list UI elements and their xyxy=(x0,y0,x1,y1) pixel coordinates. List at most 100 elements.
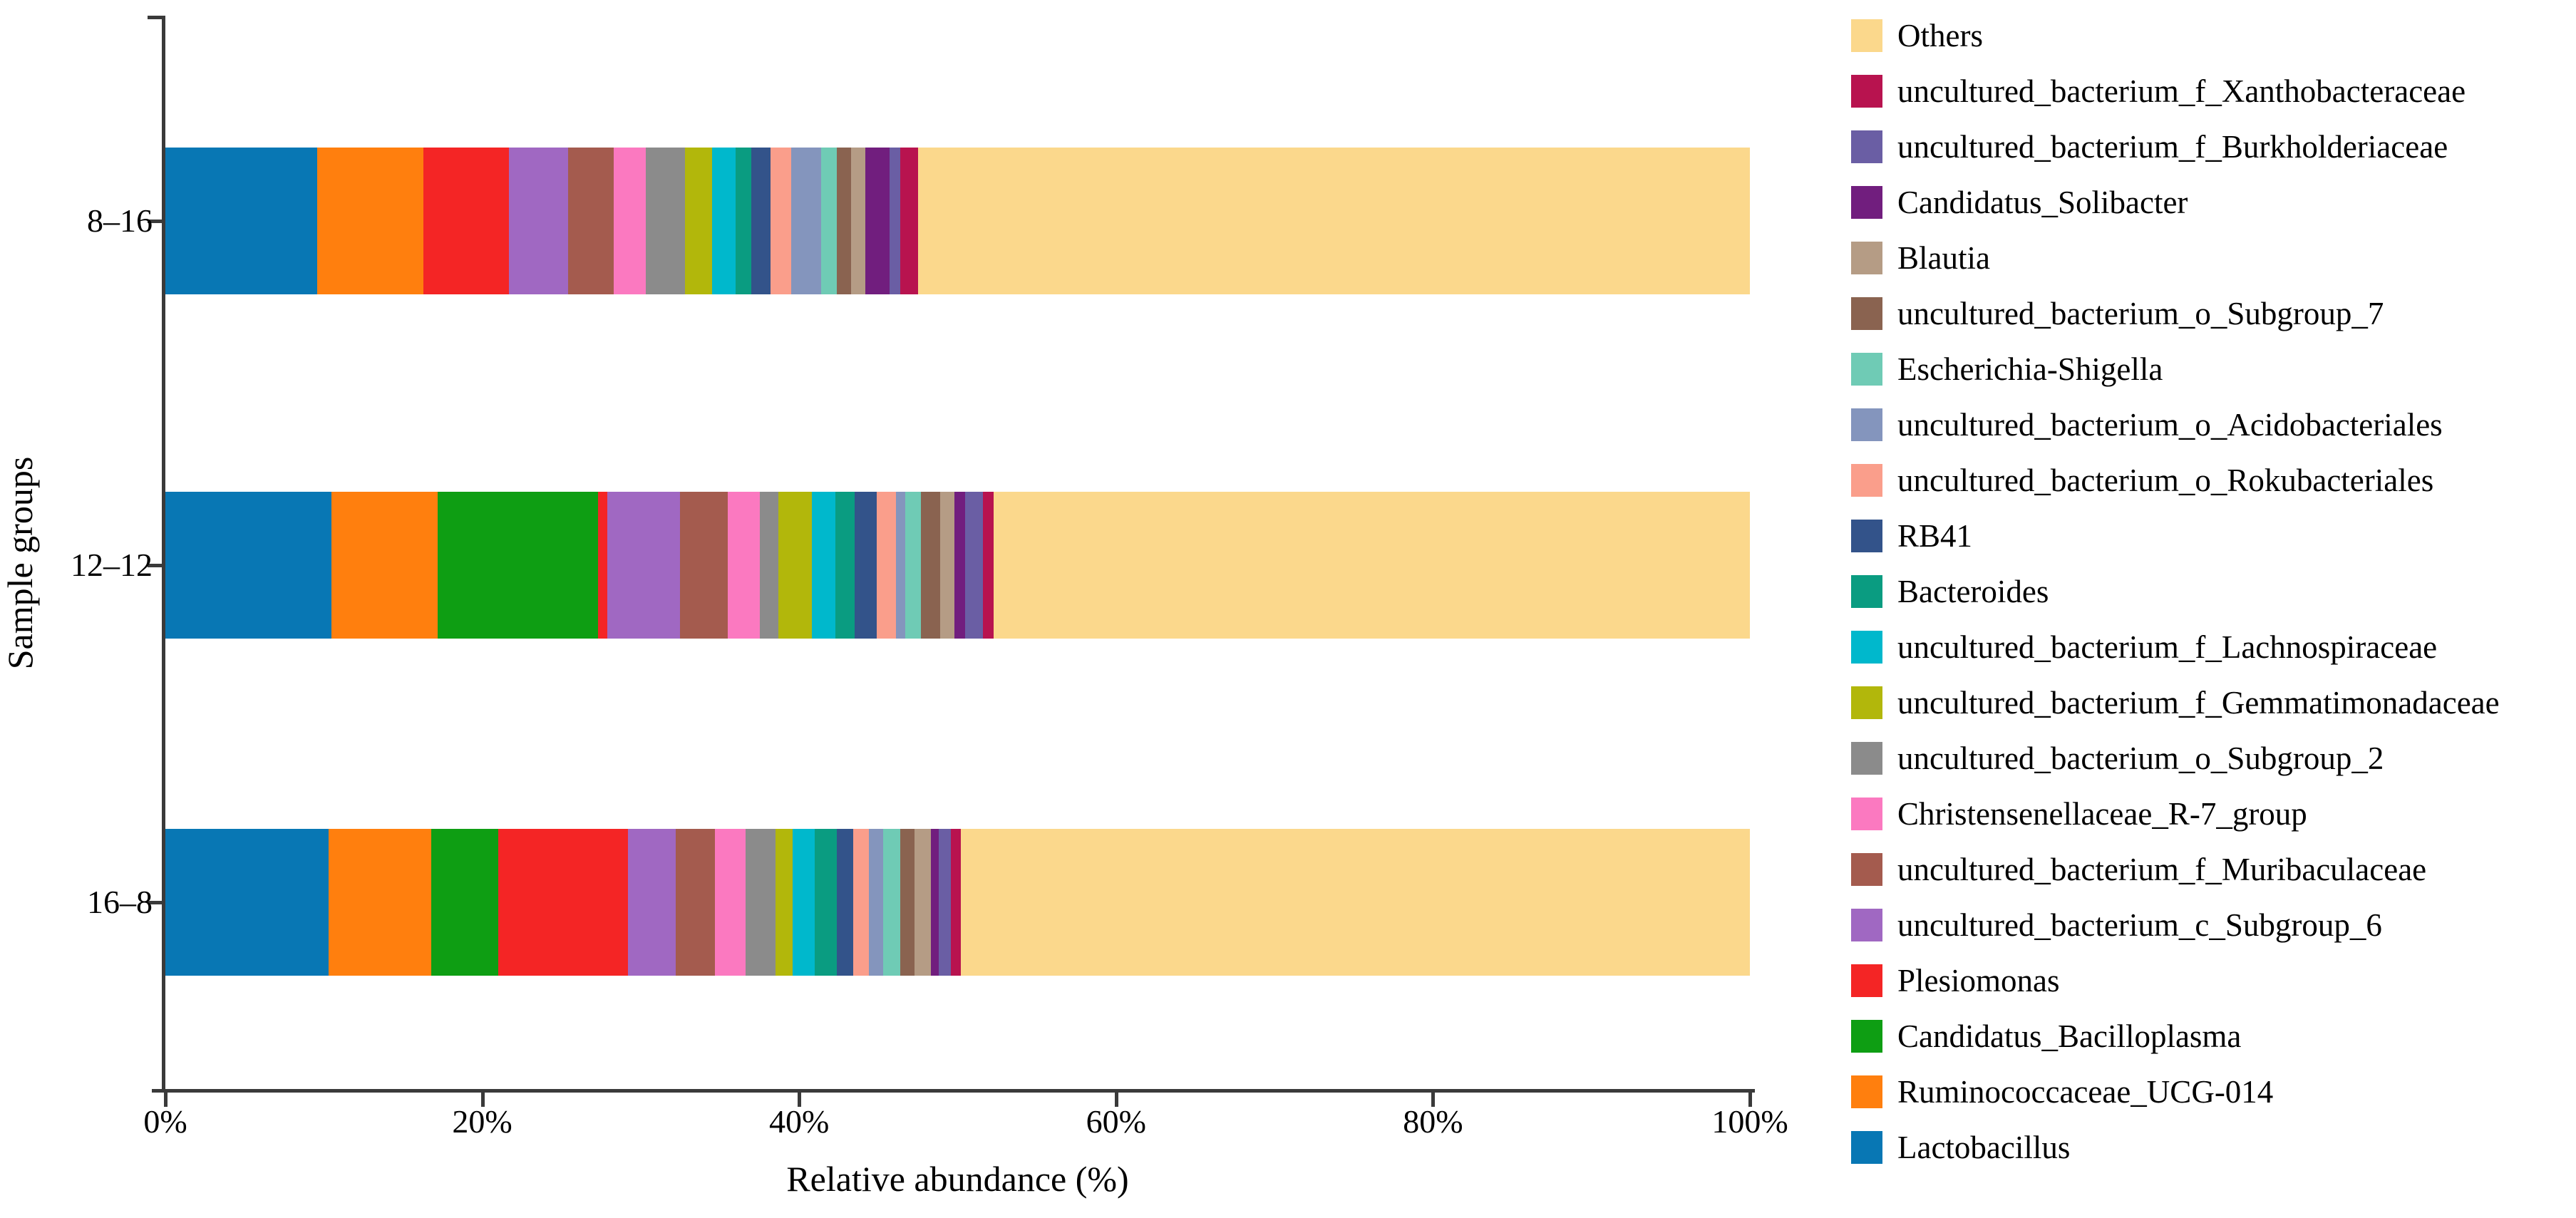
legend-item-lactobacillus: Lactobacillus xyxy=(1851,1120,2070,1175)
legend-label-blautia: Blautia xyxy=(1897,240,1990,276)
legend-item-escherichia-shigella: Escherichia-Shigella xyxy=(1851,341,2163,397)
bar-segment-uncultured-bacterium-o-acidobacteriales xyxy=(791,148,822,294)
bar-segment-christensenellaceae-r-7-group xyxy=(614,148,646,294)
bar-segment-uncultured-bacterium-c-subgroup-6 xyxy=(628,829,676,976)
bar-segment-candidatus-bacilloplasma xyxy=(431,829,498,976)
y-axis-line xyxy=(162,16,165,1093)
legend-item-uncultured-bacterium-f-muribaculaceae: uncultured_bacterium_f_Muribaculaceae xyxy=(1851,842,2426,897)
bar-segment-uncultured-bacterium-o-acidobacteriales xyxy=(895,492,906,639)
y-tick-label-12-12: 12–12 xyxy=(71,547,153,583)
bar-segment-uncultured-bacterium-f-muribaculaceae xyxy=(567,148,614,294)
legend-swatch-uncultured-bacterium-f-xanthobacteraceae xyxy=(1851,75,1882,108)
bar-segment-bacteroides xyxy=(835,492,855,639)
legend-swatch-uncultured-bacterium-f-muribaculaceae xyxy=(1851,853,1882,886)
x-tick-80 xyxy=(1431,1093,1436,1107)
bar-segment-uncultured-bacterium-o-subgroup-2 xyxy=(645,148,686,294)
legend-label-escherichia-shigella: Escherichia-Shigella xyxy=(1897,351,2163,387)
bar-segment-bacteroides xyxy=(736,148,752,294)
bar-segment-blautia xyxy=(851,148,866,294)
legend-swatch-bacteroides xyxy=(1851,575,1882,608)
legend-label-ruminococcaceae-ucg-014: Ruminococcaceae_UCG-014 xyxy=(1897,1074,2274,1110)
legend-item-uncultured-bacterium-o-subgroup-2: uncultured_bacterium_o_Subgroup_2 xyxy=(1851,731,2384,786)
bar-segment-others xyxy=(960,829,1750,976)
x-tick-label-20: 20% xyxy=(452,1103,512,1140)
legend-swatch-blautia xyxy=(1851,242,1882,274)
bar-segment-plesiomonas xyxy=(597,492,608,639)
y-tick-16-8 xyxy=(148,901,162,904)
bar-segment-uncultured-bacterium-o-rokubacteriales xyxy=(852,829,869,976)
legend-label-plesiomonas: Plesiomonas xyxy=(1897,963,2060,998)
legend-swatch-escherichia-shigella xyxy=(1851,353,1882,386)
bar-segment-uncultured-bacterium-f-xanthobacteraceae xyxy=(951,829,961,976)
legend-swatch-uncultured-bacterium-o-subgroup-7 xyxy=(1851,297,1882,330)
legend-swatch-candidatus-solibacter xyxy=(1851,186,1882,219)
bar-segment-ruminococcaceae-ucg-014 xyxy=(331,492,438,639)
bar-segment-uncultured-bacterium-f-burkholderiaceae xyxy=(889,148,901,294)
bar-segment-plesiomonas xyxy=(498,829,629,976)
x-axis-title: Relative abundance (%) xyxy=(786,1159,1129,1199)
y-tick-12-12 xyxy=(148,564,162,567)
legend-item-plesiomonas: Plesiomonas xyxy=(1851,953,2060,1008)
bar-segment-uncultured-bacterium-f-gemmatimonadaceae xyxy=(685,148,712,294)
bar-segment-uncultured-bacterium-f-xanthobacteraceae xyxy=(900,148,918,294)
bar-segment-escherichia-shigella xyxy=(905,492,922,639)
legend-label-uncultured-bacterium-o-rokubacteriales: uncultured_bacterium_o_Rokubacteriales xyxy=(1897,463,2434,498)
legend-label-uncultured-bacterium-f-lachnospiraceae: uncultured_bacterium_f_Lachnospiraceae xyxy=(1897,629,2438,665)
bar-segment-rb41 xyxy=(837,829,853,976)
legend-item-candidatus-bacilloplasma: Candidatus_Bacilloplasma xyxy=(1851,1008,2241,1064)
bar-segment-uncultured-bacterium-f-gemmatimonadaceae xyxy=(778,492,812,639)
bar-segment-uncultured-bacterium-f-burkholderiaceae xyxy=(965,492,983,639)
x-tick-20 xyxy=(480,1093,485,1107)
bar-segment-uncultured-bacterium-o-rokubacteriales xyxy=(877,492,896,639)
bar-segment-uncultured-bacterium-o-rokubacteriales xyxy=(771,148,791,294)
legend-label-christensenellaceae-r-7-group: Christensenellaceae_R-7_group xyxy=(1897,796,2307,832)
legend-item-blautia: Blautia xyxy=(1851,230,1990,286)
legend-swatch-uncultured-bacterium-f-lachnospiraceae xyxy=(1851,631,1882,664)
legend-item-uncultured-bacterium-f-gemmatimonadaceae: uncultured_bacterium_f_Gemmatimonadaceae xyxy=(1851,675,2500,731)
legend-item-rb41: RB41 xyxy=(1851,508,1972,564)
legend-label-uncultured-bacterium-f-gemmatimonadaceae: uncultured_bacterium_f_Gemmatimonadaceae xyxy=(1897,685,2500,721)
legend-item-uncultured-bacterium-f-burkholderiaceae: uncultured_bacterium_f_Burkholderiaceae xyxy=(1851,119,2448,175)
legend-swatch-lactobacillus xyxy=(1851,1131,1882,1164)
bar-segment-lactobacillus xyxy=(165,148,318,294)
legend-swatch-uncultured-bacterium-f-gemmatimonadaceae xyxy=(1851,686,1882,719)
bar-segment-uncultured-bacterium-f-muribaculaceae xyxy=(675,829,716,976)
legend-label-uncultured-bacterium-o-acidobacteriales: uncultured_bacterium_o_Acidobacteriales xyxy=(1897,407,2443,443)
legend-label-uncultured-bacterium-c-subgroup-6: uncultured_bacterium_c_Subgroup_6 xyxy=(1897,907,2382,943)
bar-segment-candidatus-solibacter xyxy=(930,829,939,976)
bar-segment-uncultured-bacterium-f-muribaculaceae xyxy=(680,492,728,639)
legend-swatch-rb41 xyxy=(1851,520,1882,552)
legend-swatch-uncultured-bacterium-c-subgroup-6 xyxy=(1851,909,1882,941)
legend-item-bacteroides: Bacteroides xyxy=(1851,564,2049,619)
legend-item-uncultured-bacterium-o-subgroup-7: uncultured_bacterium_o_Subgroup_7 xyxy=(1851,286,2384,341)
x-tick-label-40: 40% xyxy=(769,1103,830,1140)
bar-segment-rb41 xyxy=(854,492,877,639)
bar-segment-uncultured-bacterium-f-burkholderiaceae xyxy=(938,829,952,976)
legend-label-lactobacillus: Lactobacillus xyxy=(1897,1130,2071,1165)
bar-segment-ruminococcaceae-ucg-014 xyxy=(328,829,432,976)
legend-item-uncultured-bacterium-c-subgroup-6: uncultured_bacterium_c_Subgroup_6 xyxy=(1851,897,2382,953)
bar-segment-blautia xyxy=(939,492,954,639)
bar-segment-christensenellaceae-r-7-group xyxy=(728,492,760,639)
legend-label-uncultured-bacterium-o-subgroup-2: uncultured_bacterium_o_Subgroup_2 xyxy=(1897,740,2384,776)
bar-segment-uncultured-bacterium-f-lachnospiraceae xyxy=(711,148,736,294)
bar-segment-candidatus-solibacter xyxy=(954,492,966,639)
bar-segment-candidatus-solibacter xyxy=(865,148,890,294)
bar-segment-rb41 xyxy=(751,148,771,294)
bar-segment-others xyxy=(994,492,1750,639)
x-tick-60 xyxy=(1114,1093,1118,1107)
legend-label-uncultured-bacterium-o-subgroup-7: uncultured_bacterium_o_Subgroup_7 xyxy=(1897,296,2384,331)
legend-item-ruminococcaceae-ucg-014: Ruminococcaceae_UCG-014 xyxy=(1851,1064,2273,1120)
bar-segment-uncultured-bacterium-f-lachnospiraceae xyxy=(811,492,836,639)
legend-label-uncultured-bacterium-f-burkholderiaceae: uncultured_bacterium_f_Burkholderiaceae xyxy=(1897,129,2448,165)
legend-label-candidatus-bacilloplasma: Candidatus_Bacilloplasma xyxy=(1897,1018,2242,1054)
legend-swatch-others xyxy=(1851,19,1882,52)
legend-swatch-plesiomonas xyxy=(1851,964,1882,997)
bar-segment-christensenellaceae-r-7-group xyxy=(715,829,746,976)
bar-segment-plesiomonas xyxy=(423,148,510,294)
legend-swatch-candidatus-bacilloplasma xyxy=(1851,1020,1882,1053)
bar-segment-lactobacillus xyxy=(165,492,332,639)
legend-label-others: Others xyxy=(1897,18,1983,53)
x-tick-100 xyxy=(1748,1093,1752,1107)
stacked-bar-12-12 xyxy=(165,492,1750,639)
